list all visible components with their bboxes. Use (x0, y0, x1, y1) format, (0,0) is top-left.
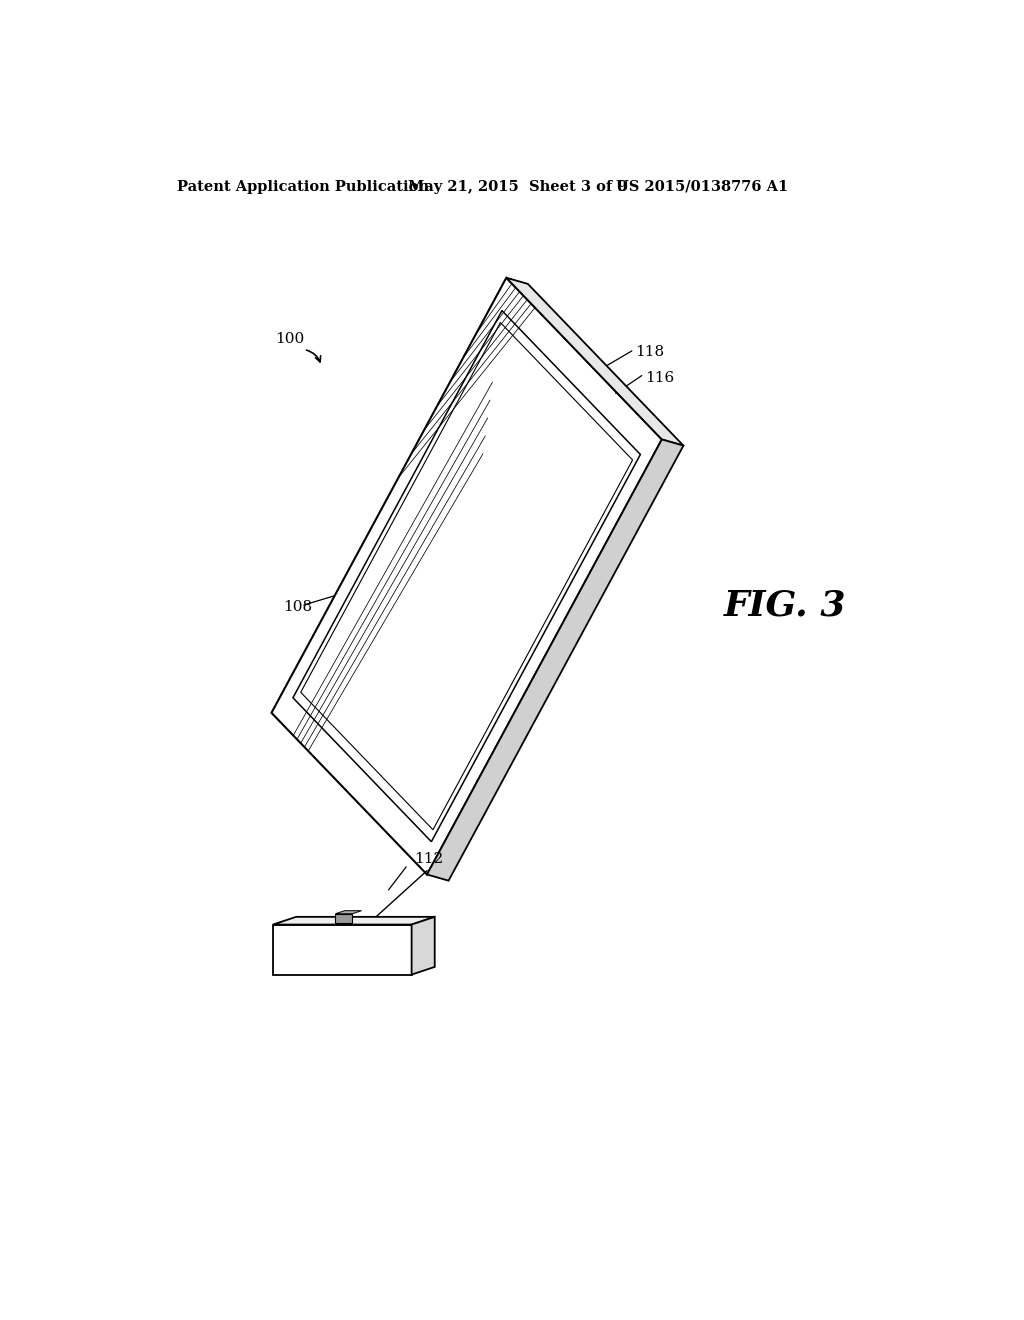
Text: 108: 108 (283, 599, 312, 614)
Text: FIG. 3: FIG. 3 (724, 587, 846, 622)
Text: 118: 118 (635, 346, 664, 359)
Text: 116: 116 (645, 371, 674, 385)
Text: US 2015/0138776 A1: US 2015/0138776 A1 (615, 180, 787, 194)
Polygon shape (273, 917, 435, 924)
Polygon shape (336, 913, 352, 923)
Text: 112: 112 (414, 853, 443, 866)
Polygon shape (412, 917, 435, 974)
Text: 100: 100 (275, 333, 304, 346)
Text: May 21, 2015  Sheet 3 of 9: May 21, 2015 Sheet 3 of 9 (408, 180, 628, 194)
Polygon shape (271, 277, 662, 875)
Polygon shape (336, 911, 361, 913)
Text: Patent Application Publication: Patent Application Publication (177, 180, 429, 194)
Polygon shape (427, 440, 683, 880)
Polygon shape (506, 277, 683, 446)
Text: 110: 110 (281, 933, 310, 946)
Polygon shape (273, 924, 412, 974)
